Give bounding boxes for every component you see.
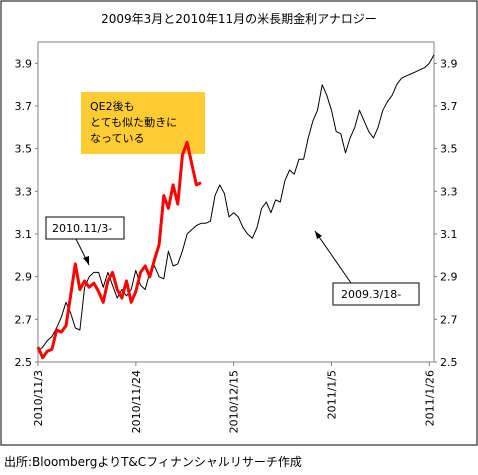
series-layer: [36, 54, 435, 360]
x-tick-label: 2010/11/3: [32, 370, 45, 426]
y-axis-right: 2.5 2.7 2.9 3.1 3.3 3.5 3.7 3.9: [434, 57, 458, 369]
x-tick-label: 2011/1/26: [423, 370, 436, 426]
y-tick-label-right: 3.9: [440, 57, 458, 70]
y-tick-label-left: 3.7: [15, 100, 33, 113]
x-tick-label: 2010/12/15: [228, 370, 241, 433]
y-tick-label-right: 2.5: [440, 356, 458, 369]
series-line-2009: [37, 54, 435, 352]
y-tick-label-left: 3.5: [15, 143, 33, 156]
note-line-2: とても似た動きに: [90, 115, 177, 129]
y-tick-label-right: 3.7: [440, 100, 458, 113]
x-axis: 2010/11/3 2010/11/24 2010/12/15 2011/1/5 201…: [32, 362, 436, 433]
y-tick-label-left: 3.1: [15, 228, 33, 241]
y-tick-label-right: 2.7: [440, 313, 458, 326]
annotation-note: QE2後も とても似た動きに なっている: [81, 92, 205, 154]
chart-frame: [0, 0, 478, 446]
y-tick-label-left: 2.9: [15, 271, 33, 284]
y-tick-label-left: 2.5: [15, 356, 33, 369]
y-tick-label-left: 3.3: [15, 185, 33, 198]
y-tick-label-left: 3.9: [15, 57, 33, 70]
callout-2010: 2010.11/3-: [45, 216, 125, 266]
chart-title: 2009年3月と2010年11月の米長期金利アナロジー: [101, 11, 377, 26]
source-note: 出所:BloombergよりT&Cフィナンシャルリサーチ作成: [4, 455, 302, 469]
y-axis-left: 2.5 2.7 2.9 3.1 3.3 3.5 3.7 3.9: [15, 57, 38, 369]
x-tick-label: 2010/11/24: [130, 370, 143, 433]
callout-2009-arrowhead: [315, 231, 322, 239]
y-tick-label-right: 3.1: [440, 228, 458, 241]
callout-2010-label: 2010.11/3-: [52, 222, 112, 235]
note-box: [81, 92, 205, 154]
plot-area: [37, 41, 435, 363]
y-tick-label-left: 2.7: [15, 313, 33, 326]
callout-2010-arrowhead: [83, 256, 89, 265]
callout-2009-arrow: [314, 230, 352, 284]
y-tick-label-right: 3.3: [440, 185, 458, 198]
callout-2010-box: [45, 216, 125, 240]
callout-2009-label: 2009.3/18-: [341, 288, 401, 301]
note-line-3: なっている: [90, 132, 144, 145]
x-tick-label: 2011/1/5: [326, 370, 339, 419]
y-tick-label-right: 3.5: [440, 143, 458, 156]
series-line-2010: [36, 140, 202, 360]
note-line-1: QE2後も: [90, 99, 135, 113]
y-tick-label-right: 2.9: [440, 271, 458, 284]
callout-2009-box: [332, 282, 420, 306]
callout-2009: 2009.3/18-: [314, 230, 420, 306]
